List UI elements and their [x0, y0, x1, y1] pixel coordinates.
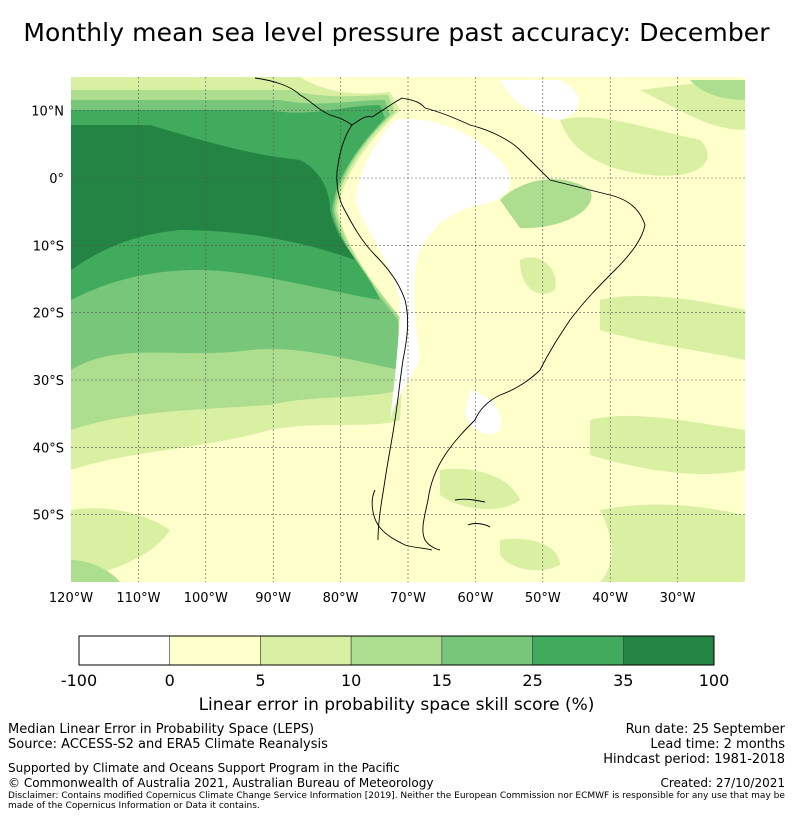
lat-tick-label: 50°S — [33, 509, 64, 524]
chart-title: Monthly mean sea level pressure past acc… — [23, 18, 770, 47]
lon-tick-label: 70°W — [390, 591, 426, 606]
colorbar-segment — [78, 635, 171, 666]
footer-support: Supported by Climate and Oceans Support … — [8, 761, 400, 775]
colorbar-tick-label: 25 — [522, 671, 543, 690]
footer-run-date: Run date: 25 September — [625, 722, 785, 737]
colorbar-tick-label: 10 — [340, 671, 362, 690]
lat-tick-labels: 10°N 0° 10°S 20°S 30°S 40°S 50°S — [31, 105, 64, 524]
colorbar-tick-label: -100 — [60, 671, 98, 690]
colorbar-tick-label: 0 — [164, 671, 175, 690]
lon-tick-label: 30°W — [660, 591, 696, 606]
colorbar-tick-label: 100 — [698, 671, 730, 690]
graticule — [71, 77, 745, 582]
footer-source: Source: ACCESS-S2 and ERA5 Climate Reana… — [8, 737, 328, 752]
colorbar-outline — [78, 635, 715, 666]
footer-lead-time: Lead time: 2 months — [650, 737, 785, 752]
footer-hindcast: Hindcast period: 1981-2018 — [603, 752, 785, 767]
colorbar-tick-label: 35 — [613, 671, 634, 690]
lon-tick-label: 110°W — [116, 591, 160, 606]
colorbar-segment — [622, 635, 715, 666]
colorbar-segment — [350, 635, 443, 666]
colorbar-segment — [532, 635, 624, 666]
coastline — [254, 77, 646, 551]
lon-tick-label: 50°W — [525, 591, 561, 606]
footer-left: Median Linear Error in Probability Space… — [8, 722, 433, 791]
lat-tick-label: 30°S — [33, 374, 64, 389]
colorbar-segment — [169, 635, 261, 666]
colorbar-tick-label: 15 — [431, 671, 453, 690]
colorbar-title: Linear error in probability space skill … — [198, 695, 595, 715]
colorbar-segment — [441, 635, 533, 666]
lon-tick-label: 120°W — [49, 591, 93, 606]
lat-tick-label: 10°S — [33, 239, 64, 254]
footer-right: Run date: 25 September Lead time: 2 mont… — [603, 722, 785, 791]
colorbar-tick-label: 5 — [255, 671, 266, 690]
lon-tick-labels: 120°W 110°W 100°W 90°W 80°W 70°W 60°W 50°W 40°W 3… — [49, 591, 696, 606]
lat-tick-label: 10°N — [31, 105, 64, 120]
footer-method: Median Linear Error in Probability Space… — [8, 722, 315, 737]
colorbar — [78, 635, 715, 666]
lon-tick-label: 90°W — [255, 591, 291, 606]
footer-created: Created: 27/10/2021 — [660, 776, 785, 790]
lat-tick-label: 20°S — [33, 307, 64, 322]
disclaimer: Disclaimer: Contains modified Copernicus… — [8, 791, 785, 811]
lon-tick-label: 100°W — [184, 591, 228, 606]
lat-tick-label: 0° — [49, 172, 64, 187]
footer-copyright: © Commonwealth of Australia 2021, Austra… — [8, 776, 434, 790]
lon-tick-label: 80°W — [323, 591, 359, 606]
lon-tick-label: 40°W — [592, 591, 628, 606]
colorbar-segment — [260, 635, 352, 666]
lon-tick-label: 60°W — [457, 591, 493, 606]
lat-tick-label: 40°S — [33, 441, 64, 456]
